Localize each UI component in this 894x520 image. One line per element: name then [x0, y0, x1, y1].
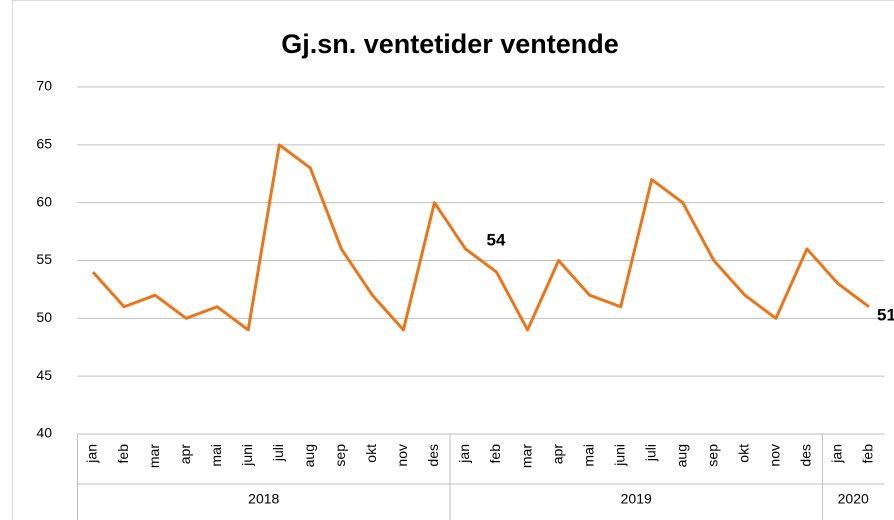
x-tick-label: aug — [301, 444, 317, 467]
y-tick-label: 40 — [36, 425, 52, 441]
x-tick-label: jan — [829, 444, 845, 464]
x-tick-label: mai — [208, 444, 224, 467]
x-tick-label: des — [425, 444, 441, 467]
x-tick-label: mar — [518, 444, 534, 468]
x-tick-label: sep — [705, 444, 721, 467]
x-tick-label: okt — [363, 444, 379, 463]
chart-title: Gj.sn. ventetider ventende — [281, 29, 619, 59]
x-tick-label: juni — [611, 444, 627, 467]
x-tick-label: mai — [580, 444, 596, 467]
x-group-label: 2019 — [621, 491, 652, 507]
x-tick-label: okt — [736, 444, 752, 463]
y-tick-label: 70 — [36, 78, 52, 94]
x-tick-label: aug — [673, 444, 689, 467]
x-tick-label: sep — [332, 444, 348, 467]
x-tick-label: feb — [115, 444, 131, 464]
y-tick-label: 55 — [36, 251, 52, 267]
x-tick-label: nov — [394, 444, 410, 467]
x-tick-label: juli — [642, 444, 658, 462]
y-tick-label: 60 — [36, 193, 52, 209]
x-tick-label: juli — [270, 444, 286, 462]
x-tick-label: feb — [487, 444, 503, 464]
x-tick-label: juni — [239, 444, 255, 467]
y-tick-label: 65 — [36, 136, 52, 152]
x-tick-label: apr — [549, 444, 565, 465]
x-group-label: 2018 — [248, 491, 279, 507]
y-tick-label: 45 — [36, 367, 52, 383]
chart-border — [12, 0, 894, 520]
x-tick-label: mar — [146, 444, 162, 468]
x-tick-label: nov — [767, 444, 783, 467]
x-tick-label: apr — [177, 444, 193, 465]
x-tick-label: jan — [84, 444, 100, 464]
data-label: 54 — [487, 231, 506, 250]
x-tick-label: feb — [860, 444, 876, 464]
line-series — [91, 143, 870, 332]
x-tick-label: des — [798, 444, 814, 467]
y-tick-label: 50 — [36, 309, 52, 325]
x-group-label: 2020 — [838, 491, 869, 507]
x-tick-label: jan — [456, 444, 472, 464]
data-label: 51 — [877, 305, 894, 324]
